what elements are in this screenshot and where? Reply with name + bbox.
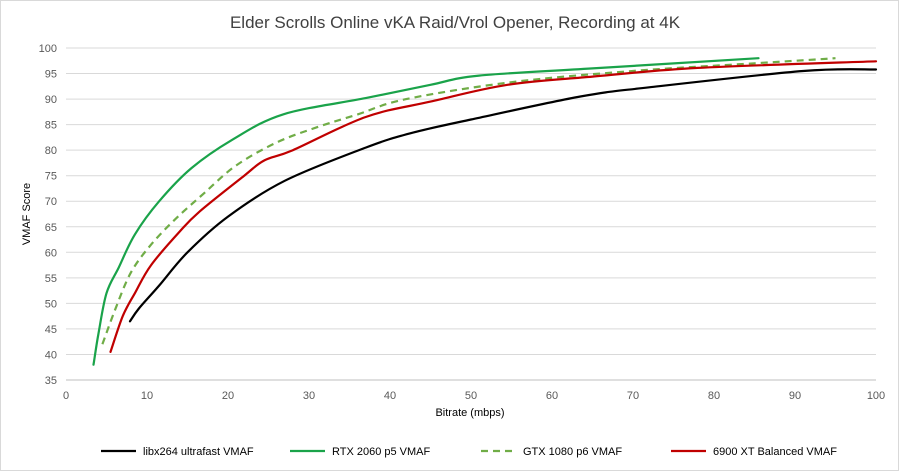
y-tick-label: 80 (45, 145, 57, 157)
y-tick-label: 85 (45, 120, 57, 132)
chart-title: Elder Scrolls Online vKA Raid/Vrol Opene… (230, 13, 681, 32)
x-tick-label: 100 (867, 390, 885, 402)
y-tick-label: 100 (39, 43, 57, 55)
y-tick-label: 75 (45, 171, 57, 183)
x-tick-label: 30 (303, 390, 315, 402)
y-tick-label: 70 (45, 196, 57, 208)
y-tick-label: 55 (45, 273, 57, 285)
x-tick-label: 70 (627, 390, 639, 402)
x-tick-label: 40 (384, 390, 396, 402)
y-tick-label: 45 (45, 324, 57, 336)
legend-label: RTX 2060 p5 VMAF (332, 446, 431, 458)
y-tick-label: 65 (45, 222, 57, 234)
series-lines (92, 57, 878, 366)
y-tick-label: 35 (45, 375, 57, 387)
y-axis-tick-labels: 35 40 45 50 55 60 65 70 75 80 85 90 95 100 (39, 43, 57, 387)
y-axis-title: VMAF Score (21, 183, 33, 245)
legend: libx264 ultrafast VMAF RTX 2060 p5 VMAF GT… (101, 446, 837, 458)
x-tick-label: 50 (465, 390, 477, 402)
y-tick-label: 95 (45, 69, 57, 81)
series-line-gtx-1080-p6-vmaf (101, 57, 836, 345)
gridlines (66, 47, 876, 381)
x-axis-title: Bitrate (mbps) (435, 407, 504, 419)
series-line-rtx-2060-p5-vmaf (92, 57, 760, 366)
legend-label: 6900 XT Balanced VMAF (713, 446, 837, 458)
series-line-6900-xt-balanced-vmaf (109, 60, 878, 353)
legend-label: libx264 ultrafast VMAF (143, 446, 254, 458)
y-tick-label: 40 (45, 349, 57, 361)
y-tick-label: 60 (45, 247, 57, 259)
y-tick-label: 90 (45, 94, 57, 106)
x-tick-label: 60 (546, 390, 558, 402)
x-tick-label: 90 (789, 390, 801, 402)
x-tick-label: 10 (141, 390, 153, 402)
legend-label: GTX 1080 p6 VMAF (523, 446, 622, 458)
x-tick-label: 20 (222, 390, 234, 402)
x-tick-label: 80 (708, 390, 720, 402)
y-tick-label: 50 (45, 298, 57, 310)
x-tick-label: 0 (63, 390, 69, 402)
x-axis-tick-labels: 0 10 20 30 40 50 60 70 80 90 100 (63, 390, 885, 402)
series-line-libx264-ultrafast-vmaf (128, 68, 878, 323)
